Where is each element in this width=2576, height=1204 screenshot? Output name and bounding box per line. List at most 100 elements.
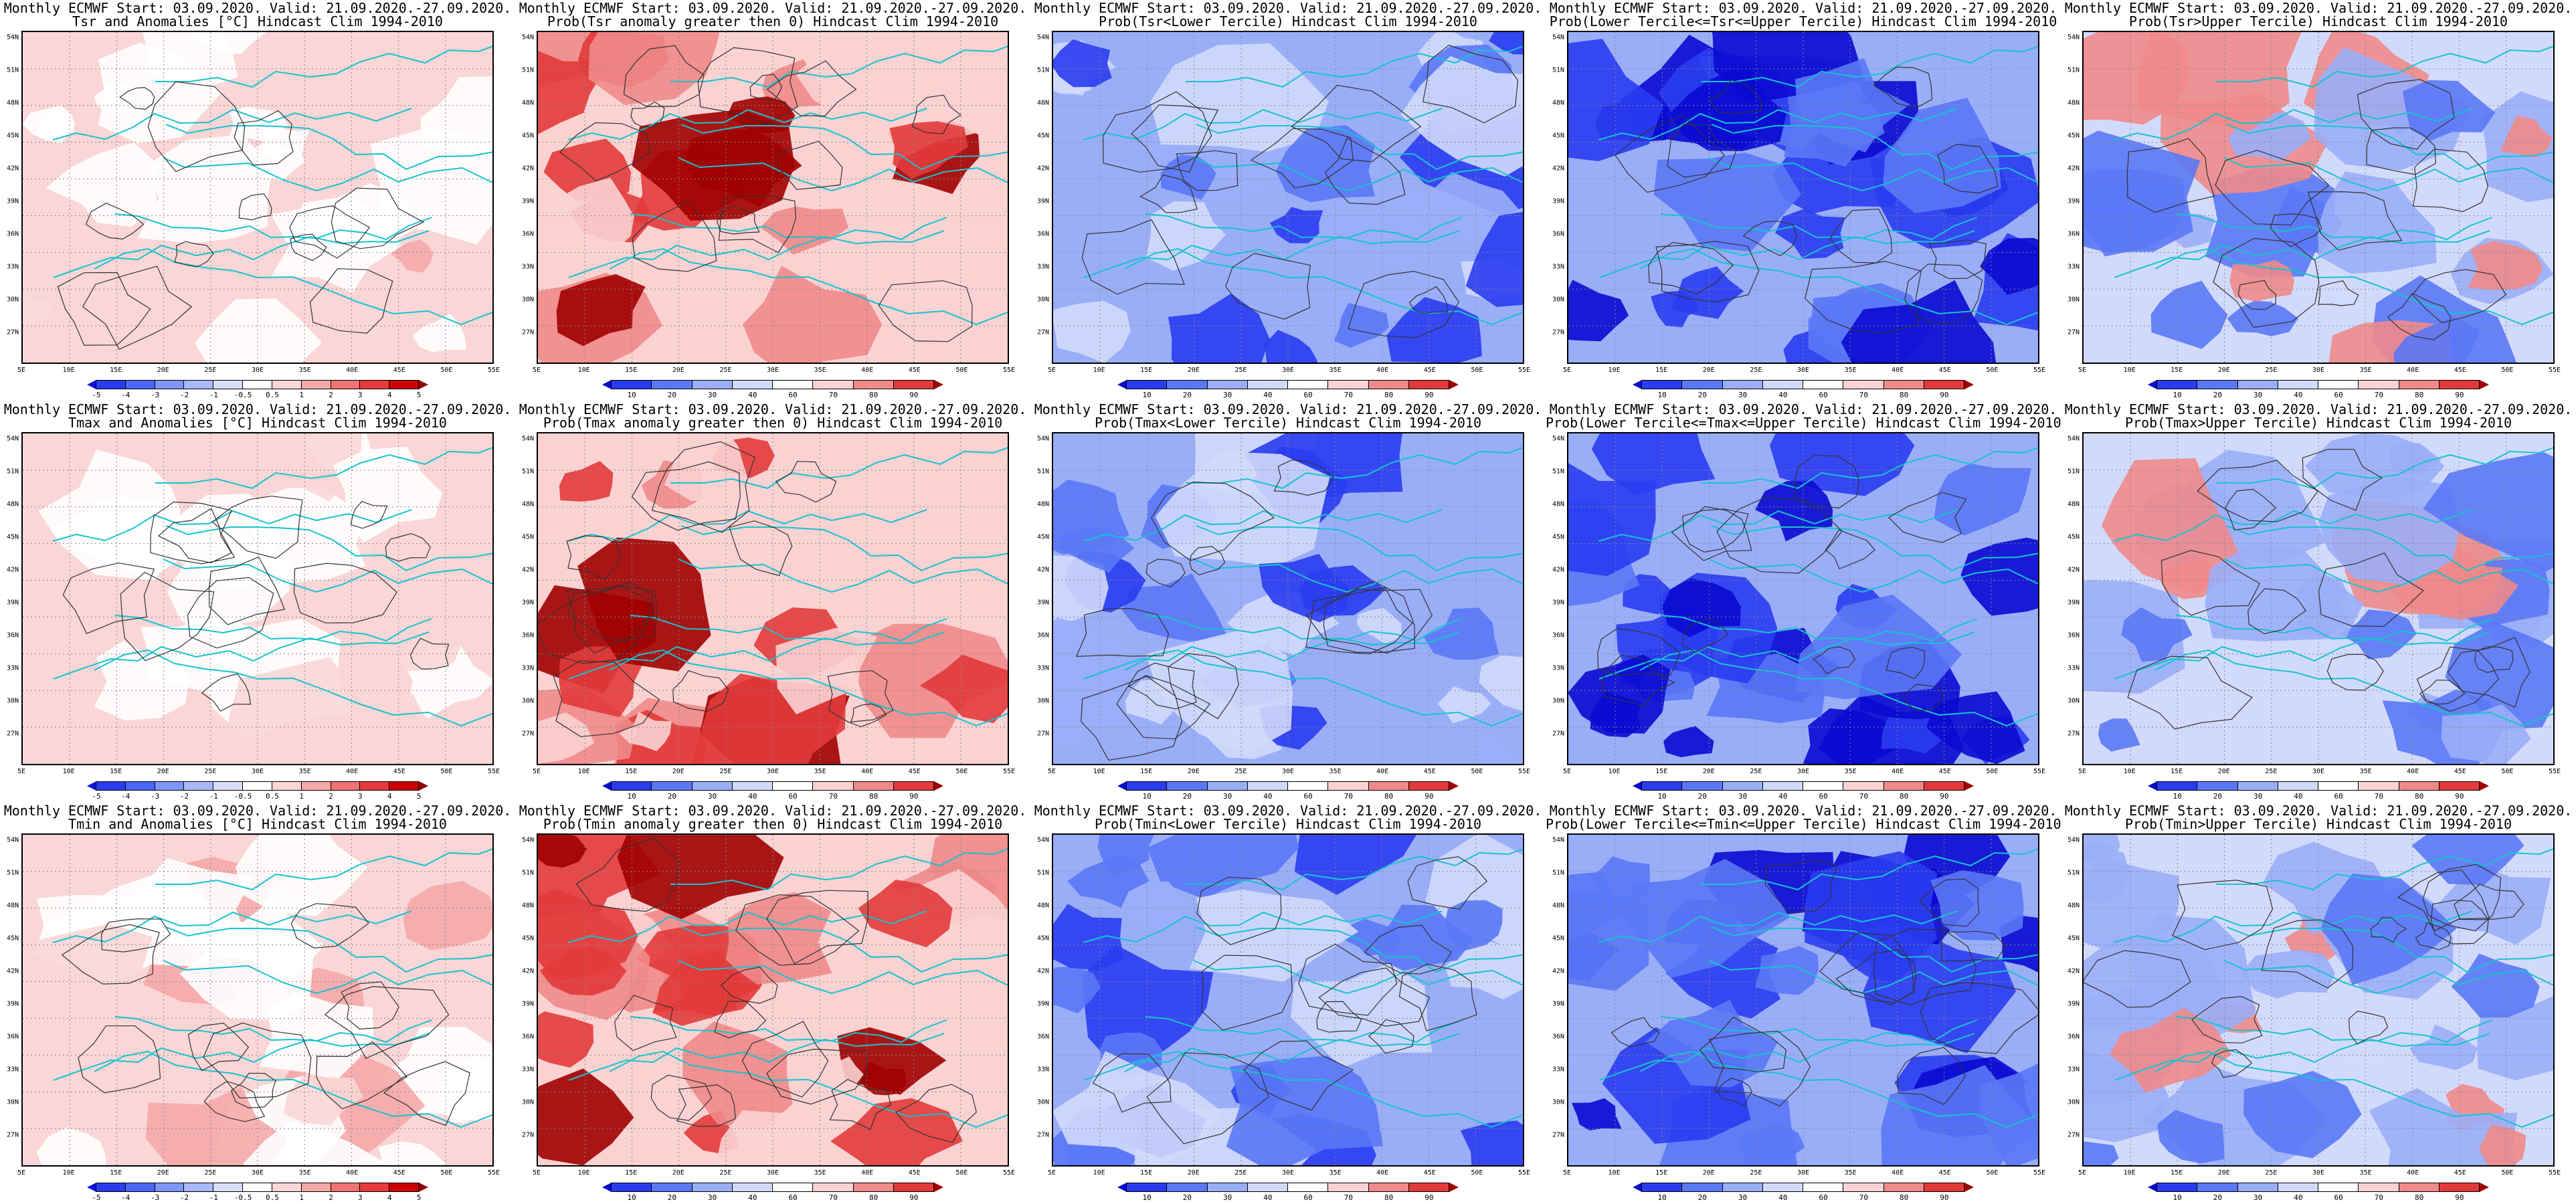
contour-line — [1168, 653, 1239, 720]
shaded-anomaly-region — [36, 1127, 107, 1165]
colorbar-low-arrow — [1633, 781, 1642, 791]
latitude-tick-label: 54N — [2067, 33, 2080, 41]
contour-line — [1885, 647, 1926, 680]
forecast-map — [1052, 31, 1524, 364]
colorbar-high-arrow — [418, 380, 428, 389]
longitude-tick-label: 50E — [1986, 768, 1999, 775]
colorbar-label: 20 — [2213, 391, 2222, 399]
colorbar — [2148, 781, 2489, 791]
contour-line — [147, 81, 246, 173]
coastline-border — [2113, 509, 2473, 542]
contour-line — [2454, 884, 2524, 920]
latitude-tick-label: 45N — [1552, 934, 1565, 942]
longitude-tick-label: 40E — [346, 367, 359, 374]
latitude-tick-label: 36N — [522, 230, 535, 238]
colorbar-segment — [2237, 380, 2278, 389]
longitude-tick-label: 30E — [251, 768, 264, 775]
coastline-border — [1660, 213, 1978, 241]
longitude-tick-label: 40E — [1892, 1169, 1904, 1177]
colorbar-high-arrow — [2480, 1183, 2489, 1192]
coastline-border — [114, 1016, 432, 1043]
longitude-tick-label: 25E — [1750, 367, 1762, 374]
longitude-tick-label: 45E — [1938, 367, 1951, 374]
shaded-anomaly-region — [538, 712, 595, 763]
colorbar-segment — [2438, 1183, 2480, 1192]
shaded-anomaly-region — [2393, 317, 2481, 363]
colorbar-low-arrow — [602, 380, 612, 389]
shaded-anomaly-region — [1841, 280, 1997, 363]
contour-line — [1888, 492, 1967, 543]
longitude-tick-label: 50E — [2501, 367, 2514, 374]
contour-line — [211, 496, 303, 559]
longitude-tick-label: 10E — [62, 768, 75, 775]
coastline-border — [2113, 910, 2473, 943]
latitude-tick-label: 27N — [2067, 1131, 2080, 1139]
latitude-tick-label: 33N — [7, 1066, 19, 1074]
shaded-anomaly-region — [2084, 1141, 2119, 1165]
longitude-tick-label: 50E — [2501, 1169, 2514, 1177]
colorbar-high-arrow — [418, 781, 428, 791]
coastline-border — [2216, 45, 2553, 88]
longitude-tick-label: 55E — [1517, 768, 1531, 775]
contour-line — [1146, 1052, 1269, 1144]
longitude-tick-label: 45E — [908, 367, 921, 374]
latitude-tick-label: 51N — [1037, 468, 1050, 476]
longitude-tick-label: 45E — [1938, 768, 1951, 775]
latitude-tick-label: 27N — [7, 328, 19, 336]
latitude-tick-label: 51N — [7, 468, 19, 476]
longitude-tick-label: 55E — [2548, 768, 2561, 775]
longitude-tick-label: 50E — [955, 1169, 968, 1177]
longitude-tick-label: 10E — [577, 367, 590, 374]
shaded-anomaly-region — [145, 1086, 288, 1165]
colorbar-label: 2 — [329, 391, 333, 399]
colorbar-label: 3 — [358, 792, 363, 801]
contour-line — [827, 670, 894, 723]
shaded-anomaly-region — [1755, 946, 1819, 995]
colorbar-segment — [2237, 1183, 2278, 1192]
contour-line — [2261, 919, 2354, 989]
latitude-tick-label: 42N — [2067, 967, 2080, 975]
coastline-border — [1598, 509, 1958, 542]
shaded-anomaly-region — [919, 654, 1008, 724]
latitude-tick-label: 36N — [1037, 1033, 1050, 1041]
contour-line — [2191, 996, 2263, 1043]
colorbar-label: 90 — [1424, 1193, 1434, 1202]
colorbar-segment — [96, 781, 126, 791]
latitude-tick-label: 45N — [7, 132, 19, 140]
shaded-anomaly-region — [1568, 890, 1649, 991]
contour-line — [341, 981, 399, 1030]
colorbar-label: -0.5 — [234, 792, 252, 801]
colorbar — [1117, 380, 1459, 389]
latitude-tick-label: 36N — [522, 1033, 535, 1041]
shaded-anomaly-region — [1423, 607, 1499, 660]
panel-title-line1: Monthly ECMWF Start: 03.09.2020. Valid: … — [1034, 0, 1542, 16]
shaded-anomaly-region — [333, 446, 442, 543]
latitude-tick-label: 39N — [1037, 599, 1050, 607]
latitude-tick-label: 45N — [2067, 533, 2080, 541]
colorbar-segment — [651, 380, 693, 389]
longitude-tick-label: 5E — [2078, 1169, 2087, 1177]
panel-title-line2: Prob(Tmax anomaly greater then 0) Hindca… — [543, 415, 1003, 431]
latitude-tick-label: 30N — [7, 697, 19, 705]
shaded-anomaly-region — [223, 657, 394, 764]
contour-line — [878, 280, 973, 342]
longitude-tick-label: 20E — [1702, 768, 1715, 775]
map-panel: Monthly ECMWF Start: 03.09.2020. Valid: … — [2061, 401, 2576, 803]
colorbar-label: 10 — [627, 792, 636, 801]
contour-line — [1742, 221, 1798, 257]
latitude-tick-label: 33N — [522, 1066, 535, 1074]
shaded-anomaly-region — [1291, 963, 1433, 1068]
colorbar-segment — [2197, 1183, 2238, 1192]
colorbar-segment — [389, 1183, 419, 1192]
coastline-border — [1711, 124, 2038, 171]
forecast-map — [21, 833, 494, 1167]
forecast-map — [537, 833, 1009, 1167]
colorbar-label: 30 — [708, 1193, 717, 1202]
colorbar-segment — [1368, 1183, 1409, 1192]
colorbar-label: 60 — [788, 792, 798, 801]
contour-line — [1176, 150, 1238, 191]
longitude-tick-label: 25E — [204, 367, 217, 374]
contour-line — [566, 535, 622, 581]
colorbar-label: 40 — [2294, 792, 2303, 801]
colorbar-segment — [213, 380, 244, 389]
